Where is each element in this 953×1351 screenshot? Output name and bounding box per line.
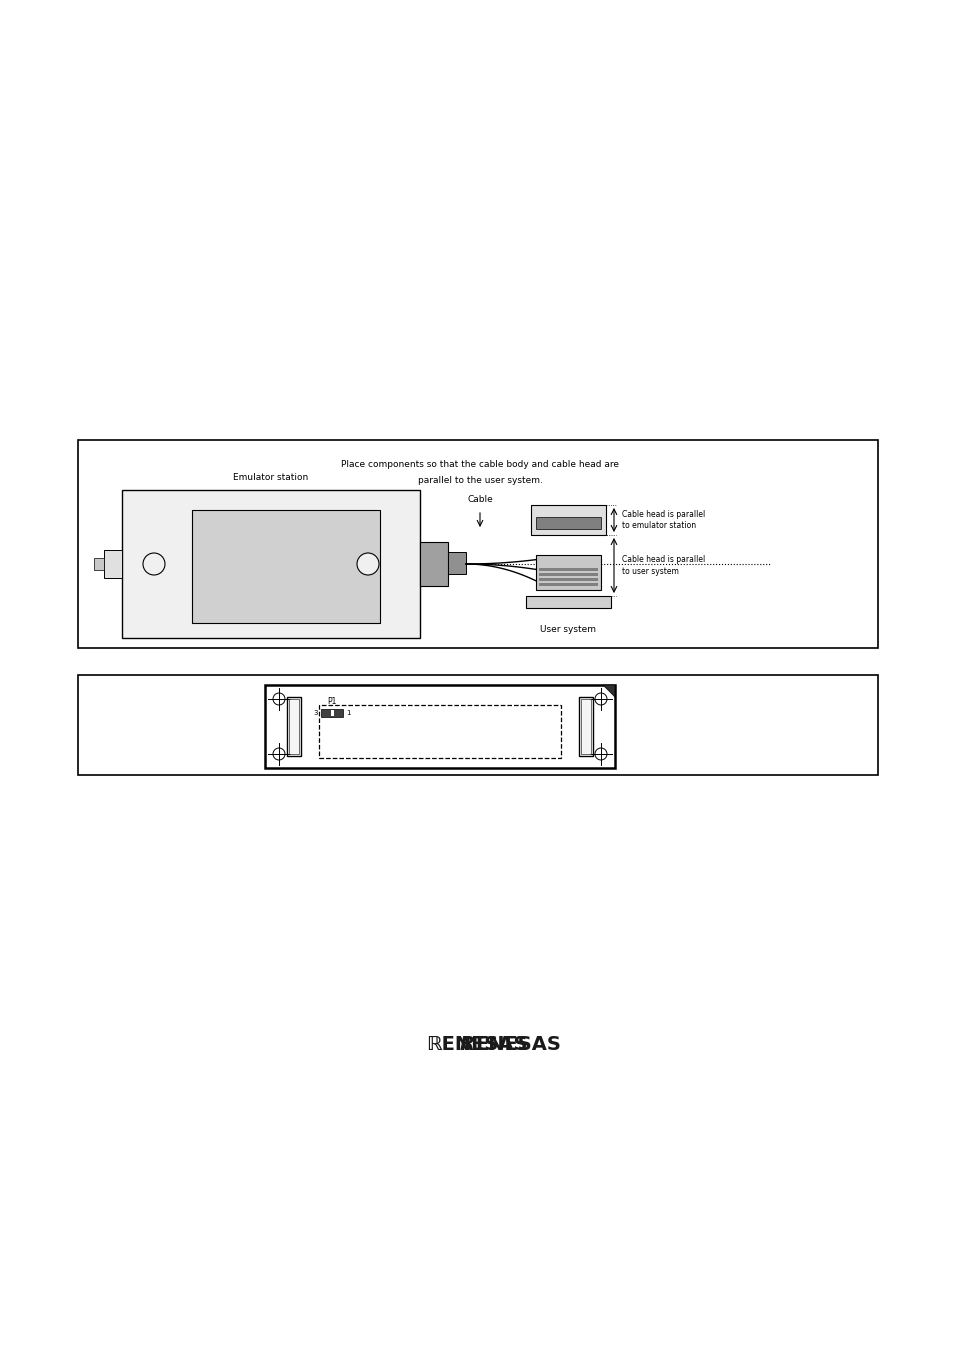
Bar bbox=[78, 440, 877, 648]
Bar bbox=[538, 578, 598, 581]
Circle shape bbox=[356, 553, 378, 576]
Bar bbox=[580, 698, 590, 754]
Bar bbox=[538, 567, 598, 571]
Bar bbox=[525, 596, 610, 608]
Bar bbox=[331, 711, 334, 716]
Bar bbox=[94, 558, 104, 570]
Bar bbox=[318, 705, 560, 758]
Text: ENESAS: ENESAS bbox=[475, 1035, 560, 1055]
Bar bbox=[531, 505, 605, 535]
Bar bbox=[538, 573, 598, 576]
Polygon shape bbox=[602, 685, 615, 697]
Bar bbox=[287, 697, 301, 757]
Text: R: R bbox=[459, 1035, 475, 1055]
Bar bbox=[104, 550, 122, 578]
Bar bbox=[320, 709, 343, 717]
Text: Emulator station: Emulator station bbox=[233, 473, 309, 482]
Text: 3: 3 bbox=[314, 711, 317, 716]
Bar bbox=[419, 542, 448, 586]
Bar bbox=[578, 697, 593, 757]
Text: P1: P1 bbox=[327, 697, 336, 707]
Text: Cable: Cable bbox=[467, 494, 493, 504]
Text: Place components so that the cable body and cable head are: Place components so that the cable body … bbox=[340, 459, 618, 469]
Bar bbox=[265, 685, 615, 767]
Text: Cable head is parallel
to user system: Cable head is parallel to user system bbox=[621, 555, 704, 576]
Bar bbox=[536, 517, 600, 530]
Bar bbox=[536, 555, 600, 590]
Text: 1: 1 bbox=[346, 711, 350, 716]
Bar bbox=[78, 676, 877, 775]
Text: User system: User system bbox=[540, 626, 596, 634]
Text: ℝENESAS: ℝENESAS bbox=[426, 1035, 527, 1055]
Circle shape bbox=[143, 553, 165, 576]
Bar bbox=[122, 490, 419, 638]
Text: Cable head is parallel
to emulator station: Cable head is parallel to emulator stati… bbox=[621, 509, 704, 531]
Bar bbox=[192, 509, 379, 623]
Bar bbox=[289, 698, 298, 754]
Text: parallel to the user system.: parallel to the user system. bbox=[417, 476, 542, 485]
Bar bbox=[538, 584, 598, 586]
Bar bbox=[448, 553, 465, 574]
